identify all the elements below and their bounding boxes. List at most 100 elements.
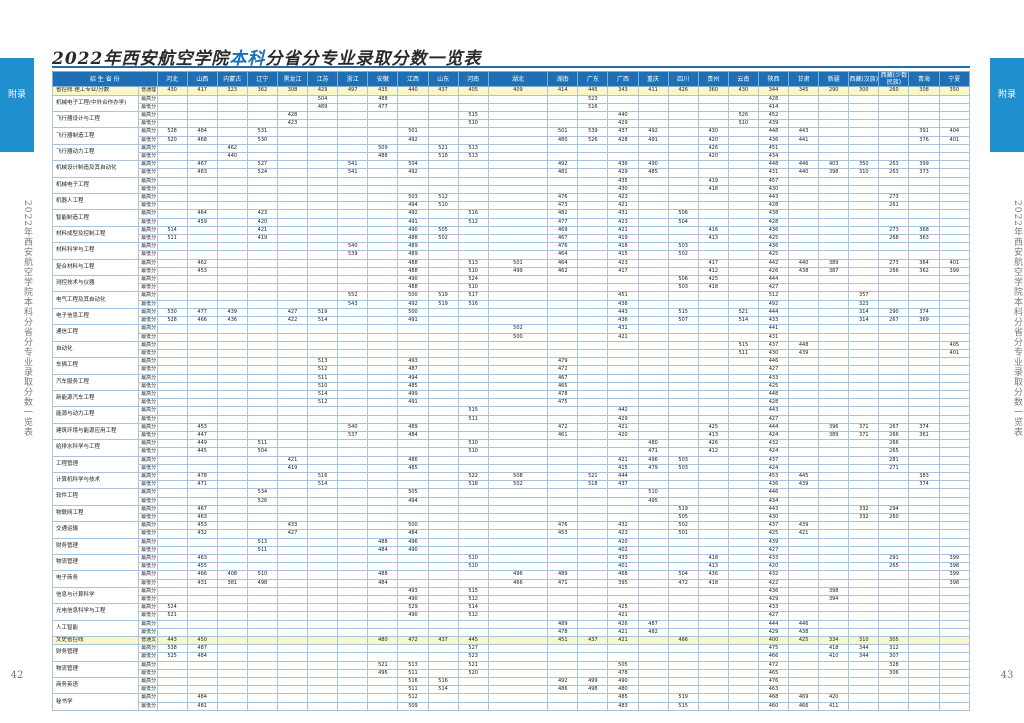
score-cell: 505: [427, 225, 459, 236]
score-cell: [788, 685, 820, 695]
score-cell: [607, 447, 639, 457]
table-row: 最低分 528 466 436 422 514 491 436 507 514 433 314 267 3…: [53, 316, 971, 326]
score-cell: 421: [607, 611, 639, 621]
score-cell: [938, 184, 971, 195]
score-cell: [577, 594, 609, 605]
score-cell: [577, 348, 609, 359]
score-cell: [457, 234, 489, 244]
score-cell: [487, 316, 549, 326]
score-cell: [637, 225, 669, 236]
score-cell: [457, 94, 489, 104]
score-cell: [908, 414, 940, 424]
score-cell: [427, 504, 459, 514]
score-cell: [577, 242, 609, 252]
score-cell: [307, 143, 339, 154]
score-cell: [938, 512, 971, 523]
score-cell: [216, 652, 248, 662]
score-cell: 455: [186, 562, 218, 572]
score-cell: 429: [607, 414, 639, 424]
score-cell: [547, 594, 579, 605]
header-cell: 重庆: [637, 70, 669, 88]
score-cell: [818, 570, 850, 580]
score-cell: 430: [757, 512, 790, 523]
score-cell: 521: [156, 611, 188, 621]
score-cell: 512: [757, 291, 790, 301]
score-cell: [547, 660, 579, 670]
score-cell: [818, 471, 850, 482]
score-cell: [487, 644, 549, 654]
score-cell: 436: [757, 225, 790, 236]
score-cell: [727, 152, 759, 162]
score-cell: 389: [818, 430, 850, 441]
score-cell: [938, 521, 971, 531]
score-cell: [397, 512, 429, 523]
score-cell: [156, 627, 188, 638]
score-cell: 413: [697, 430, 729, 441]
score-cell: [637, 636, 669, 646]
score-cell: [938, 307, 971, 318]
score-cell: [938, 644, 971, 654]
score-cell: [307, 504, 339, 514]
score-cell: 449: [186, 439, 218, 449]
score-cell: [246, 307, 278, 318]
score-cell: [788, 332, 820, 342]
score-type: 最低分: [138, 627, 158, 638]
score-cell: [427, 176, 459, 186]
score-cell: [337, 143, 369, 154]
major-name: 汽车服务工程: [51, 373, 140, 391]
score-cell: 420: [697, 135, 729, 145]
score-cell: [818, 381, 850, 391]
score-cell: [427, 619, 459, 629]
score-cell: [667, 594, 699, 605]
score-cell: 511: [156, 234, 188, 244]
score-cell: [637, 422, 669, 432]
table-row: 最低分 496 511 520 478 465 306: [53, 668, 971, 679]
score-cell: 514: [307, 480, 339, 490]
score-cell: 439: [757, 537, 790, 547]
score-cell: [818, 496, 850, 506]
score-cell: [427, 102, 459, 113]
score-cell: 443: [757, 193, 790, 203]
score-cell: [276, 193, 309, 203]
score-cell: [457, 619, 489, 629]
score-cell: [727, 660, 759, 670]
header-cell: 青海: [908, 70, 940, 88]
score-cell: 489: [397, 422, 429, 432]
score-cell: [216, 537, 248, 547]
score-cell: [848, 447, 880, 457]
score-cell: 312: [878, 644, 910, 654]
score-cell: [878, 135, 910, 145]
score-cell: [938, 160, 971, 170]
score-cell: 438: [788, 627, 820, 638]
score-cell: [216, 701, 248, 711]
major-name: 财务管理: [51, 537, 140, 555]
score-cell: 344: [848, 652, 880, 662]
score-cell: [637, 332, 669, 342]
score-cell: [307, 594, 339, 605]
score-type: 最高分: [138, 357, 158, 367]
score-cell: [818, 348, 850, 359]
score-cell: [547, 406, 579, 416]
score-cell: 438: [757, 209, 790, 219]
score-cell: [457, 332, 489, 342]
score-cell: [577, 578, 609, 588]
score-cell: [637, 480, 669, 490]
score-cell: [667, 258, 699, 268]
score-cell: [156, 291, 188, 301]
score-cell: 524: [246, 168, 278, 178]
score-cell: 266: [878, 266, 910, 277]
score-cell: [938, 193, 971, 203]
score-cell: [246, 586, 278, 597]
score-cell: [727, 562, 759, 572]
score-cell: [156, 447, 188, 457]
score-cell: 511: [246, 439, 278, 449]
score-cell: [216, 488, 248, 498]
score-cell: 265: [878, 447, 910, 457]
score-cell: [487, 193, 549, 203]
score-cell: [246, 603, 278, 613]
score-cell: [427, 471, 459, 482]
score-cell: [337, 644, 369, 654]
score-cell: [487, 242, 549, 252]
score-cell: 418: [607, 242, 639, 252]
score-cell: [337, 447, 369, 457]
